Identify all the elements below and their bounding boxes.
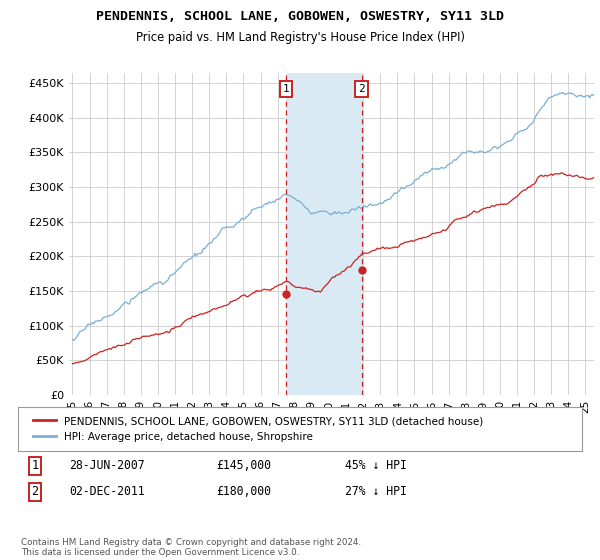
- Text: £145,000: £145,000: [216, 459, 271, 473]
- Text: £180,000: £180,000: [216, 485, 271, 498]
- Text: 2: 2: [31, 485, 38, 498]
- Text: 1: 1: [283, 84, 289, 94]
- Text: Contains HM Land Registry data © Crown copyright and database right 2024.
This d: Contains HM Land Registry data © Crown c…: [21, 538, 361, 557]
- Text: 45% ↓ HPI: 45% ↓ HPI: [345, 459, 407, 473]
- Bar: [286, 73, 362, 395]
- Text: 02-DEC-2011: 02-DEC-2011: [69, 485, 145, 498]
- Text: 28-JUN-2007: 28-JUN-2007: [69, 459, 145, 473]
- Text: PENDENNIS, SCHOOL LANE, GOBOWEN, OSWESTRY, SY11 3LD: PENDENNIS, SCHOOL LANE, GOBOWEN, OSWESTR…: [96, 10, 504, 23]
- Text: 1: 1: [31, 459, 38, 473]
- Legend: PENDENNIS, SCHOOL LANE, GOBOWEN, OSWESTRY, SY11 3LD (detached house), HPI: Avera: PENDENNIS, SCHOOL LANE, GOBOWEN, OSWESTR…: [29, 412, 488, 446]
- Text: 2: 2: [358, 84, 365, 94]
- Text: Price paid vs. HM Land Registry's House Price Index (HPI): Price paid vs. HM Land Registry's House …: [136, 31, 464, 44]
- Text: 27% ↓ HPI: 27% ↓ HPI: [345, 485, 407, 498]
